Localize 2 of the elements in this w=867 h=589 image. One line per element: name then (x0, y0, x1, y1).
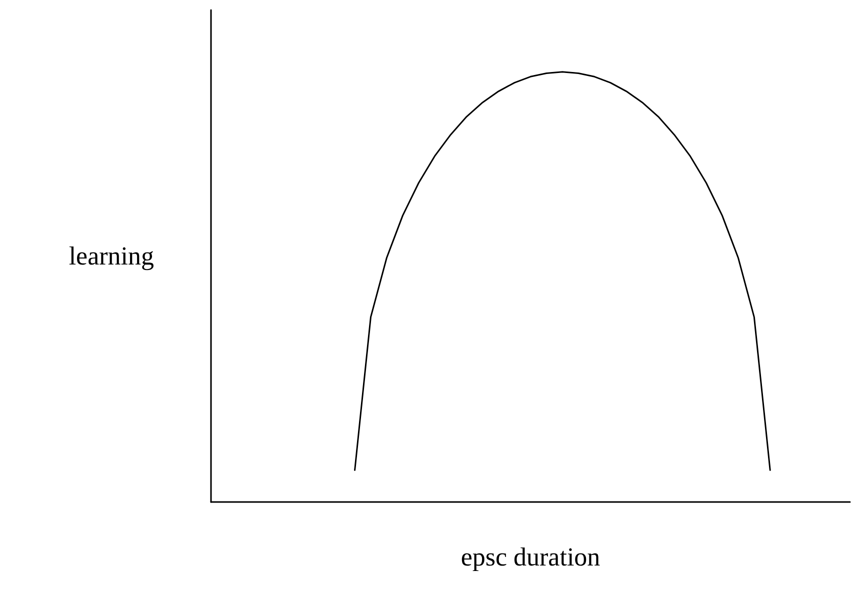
y-axis-title: learning (68, 242, 154, 270)
x-axis-title: epsc duration (460, 542, 600, 572)
